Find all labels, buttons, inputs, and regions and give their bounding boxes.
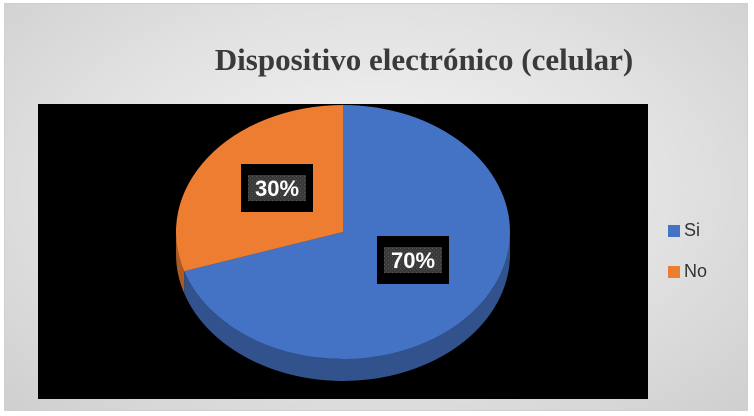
legend: Si No bbox=[668, 218, 707, 300]
chart-title: Dispositivo electrónico (celular) bbox=[214, 42, 634, 77]
legend-item-no: No bbox=[668, 259, 707, 284]
pie-side-no bbox=[176, 232, 185, 294]
data-label-fill-no bbox=[248, 175, 306, 201]
legend-swatch-no bbox=[668, 265, 680, 278]
legend-item-si: Si bbox=[668, 218, 707, 243]
data-label-no: 30% bbox=[255, 176, 299, 201]
legend-label-no: No bbox=[684, 261, 708, 281]
legend-swatch-si bbox=[668, 224, 680, 237]
data-label-fill-si bbox=[384, 247, 442, 273]
pie-slice-si bbox=[184, 105, 511, 359]
pie-side-si bbox=[184, 232, 510, 381]
legend-label-si: Si bbox=[684, 220, 701, 240]
data-label-si: 70% bbox=[391, 248, 435, 273]
